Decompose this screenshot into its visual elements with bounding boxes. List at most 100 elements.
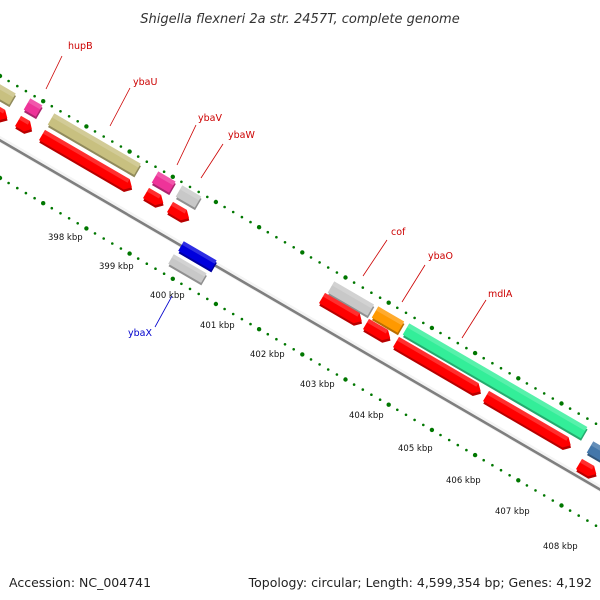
minor-tick (67, 115, 71, 118)
ruler-label: 401 kbp (200, 321, 235, 331)
minor-tick (102, 237, 105, 240)
gene-label-cof: cof (391, 227, 406, 238)
gene-label-ybaU: ybaU (133, 77, 157, 88)
minor-tick (422, 423, 425, 427)
gene-block-ybaW (175, 185, 202, 211)
ruler-label: 399 kbp (99, 262, 134, 272)
ruler-label: 406 kbp (446, 476, 481, 486)
major-tick (300, 352, 305, 357)
major-tick (256, 225, 262, 230)
minor-tick (326, 266, 330, 269)
minor-tick (447, 336, 451, 340)
minor-tick (249, 322, 252, 326)
minor-tick (162, 272, 166, 276)
label-leader-ybaU (109, 87, 131, 127)
minor-tick (154, 267, 157, 271)
major-tick (213, 301, 219, 307)
minor-tick (594, 524, 598, 527)
minor-tick (525, 484, 529, 487)
minor-tick (586, 519, 589, 522)
major-tick (41, 201, 46, 206)
minor-tick (197, 190, 200, 194)
minor-tick (422, 321, 425, 325)
minor-tick (197, 292, 200, 296)
minor-tick (577, 412, 580, 415)
major-tick (516, 478, 521, 483)
major-tick (127, 251, 132, 256)
minor-tick (275, 235, 278, 239)
minor-tick (551, 499, 555, 502)
minor-tick (361, 388, 365, 391)
minor-tick (119, 145, 123, 148)
genome-summary-text: Topology: circular; Length: 4,599,354 bp… (248, 575, 592, 590)
minor-tick (162, 170, 166, 173)
major-tick (256, 327, 262, 332)
gene-label-hupB: hupB (68, 41, 93, 52)
major-tick (429, 427, 435, 433)
cds-arrow-hupB-b (14, 115, 33, 134)
minor-tick (447, 438, 451, 442)
major-tick (516, 376, 521, 381)
minor-tick (318, 261, 321, 264)
minor-tick (249, 220, 252, 224)
minor-tick (491, 361, 494, 365)
gene-block-hupB (23, 98, 43, 120)
cds-arrow-ybaV (142, 187, 164, 208)
major-tick (41, 99, 46, 104)
gene-block-ybaX-grey (168, 254, 207, 286)
label-leader-ybaO (401, 264, 426, 303)
cds-arrow-ybaU (38, 129, 133, 192)
minor-tick (7, 181, 10, 185)
minor-tick (404, 311, 408, 315)
minor-tick (223, 205, 226, 209)
cds-arrow-ybaW (166, 201, 190, 223)
minor-tick (136, 155, 140, 158)
minor-tick (59, 212, 62, 215)
major-tick (127, 149, 132, 154)
minor-tick (413, 418, 416, 422)
ruler-label: 400 kbp (150, 291, 185, 301)
minor-tick (534, 387, 537, 390)
gene-label-ybaX: ybaX (128, 328, 152, 339)
minor-tick (15, 186, 19, 190)
minor-tick (465, 346, 468, 350)
major-tick (0, 175, 3, 181)
minor-tick (318, 363, 321, 366)
minor-tick (154, 165, 157, 168)
minor-tick (456, 443, 460, 447)
minor-tick (93, 232, 97, 235)
minor-tick (76, 120, 79, 123)
minor-tick (283, 241, 287, 244)
minor-tick (231, 210, 235, 214)
minor-tick (568, 407, 572, 410)
cds-arrow-next (575, 458, 597, 479)
minor-tick (266, 332, 270, 336)
minor-tick (275, 337, 278, 341)
minor-tick (456, 341, 460, 345)
ruler-label: 404 kbp (349, 411, 384, 421)
map-title: Shigella flexneri 2a str. 2457T, complet… (140, 12, 459, 27)
minor-tick (404, 413, 408, 417)
minor-tick (231, 312, 235, 316)
minor-tick (119, 247, 123, 250)
major-tick (84, 226, 89, 231)
minor-tick (370, 291, 373, 295)
minor-tick (136, 257, 140, 260)
inner-dotted-ring (0, 175, 598, 527)
minor-tick (309, 358, 313, 361)
gene-block-ybaX (178, 241, 217, 273)
ruler-label: 402 kbp (250, 350, 285, 360)
minor-tick (352, 383, 356, 386)
gene-label-mdlA: mdlA (488, 289, 513, 300)
major-tick (559, 401, 564, 406)
minor-tick (50, 104, 54, 108)
minor-tick (111, 242, 114, 245)
minor-tick (482, 458, 486, 462)
major-tick (559, 503, 564, 508)
minor-tick (326, 368, 330, 371)
minor-tick (145, 160, 149, 163)
outer-dotted-ring (0, 73, 598, 426)
minor-tick (413, 316, 416, 320)
major-tick (343, 275, 348, 280)
